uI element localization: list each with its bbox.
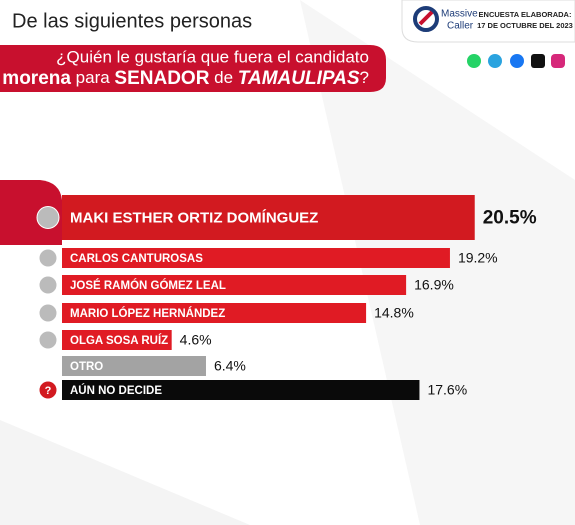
value-label: 4.6% [180,332,212,348]
avatar [38,330,58,350]
question: ¿Quién le gustaría que fuera el candidat… [56,47,369,66]
bar [84,330,172,350]
logo [418,10,434,26]
whatsapp-icon[interactable] [467,54,481,68]
avatar-icon: ? [45,385,52,397]
avatar [38,380,58,400]
question: de morena para SENADOR de TAMAULIPAS? [0,68,369,89]
question-part: morena [2,68,71,89]
bar-cap [62,195,84,240]
bar-cap [62,330,84,350]
bg-shape [0,420,250,525]
bar-cap [62,380,84,400]
bar [84,303,367,323]
survey-label: ENCUESTA ELABORADA: [479,10,572,19]
question-part: de [0,68,2,87]
telegram-icon[interactable] [488,54,502,68]
logo [413,6,439,32]
category-label: MARIO LÓPEZ HERNÁNDEZ [70,307,225,320]
brand-box [401,0,575,43]
value-label: 6.4% [214,358,246,374]
bar [84,275,407,295]
title: De las siguientes personas [12,10,252,32]
survey-date: 17 DE OCTUBRE DEL 2023 [477,21,573,30]
bar-cap [62,303,84,323]
x-icon[interactable] [531,54,545,68]
bar-cap [62,248,84,268]
category-label: OTRO [70,361,103,373]
value-label: 19.2% [458,250,498,266]
value-label: 20.5% [483,208,537,229]
avatar [38,303,58,323]
category-label: CARLOS CANTUROSAS [70,253,203,265]
brand: Massive [441,9,478,20]
category-label: MAKI ESTHER ORTIZ DOMÍNGUEZ [70,209,318,226]
bar-cap [62,356,84,376]
brand: Caller [447,21,474,32]
category-label: AÚN NO DECIDE [70,384,162,397]
bar-cap [62,275,84,295]
category-label: JOSÉ RAMÓN GÓMEZ LEAL [70,279,226,292]
avatar [38,356,58,376]
bar [84,195,475,240]
question-part: de [209,68,237,87]
chart: MAKI ESTHER ORTIZ DOMÍNGUEZ 20.5% CARLOS C… [36,195,537,400]
avatar [38,248,58,268]
bar [84,356,206,376]
instagram-icon[interactable] [551,54,565,68]
bar [84,248,450,268]
question-part: TAMAULIPAS [238,68,360,89]
question-part: ? [360,68,369,87]
bar [84,380,420,400]
value-label: 17.6% [427,382,467,398]
question-banner [0,45,386,92]
question-part: para [71,68,114,87]
social-icons [467,54,565,68]
avatar [38,275,58,295]
facebook-icon[interactable] [510,54,524,68]
value-label: 16.9% [414,277,454,293]
category-label: OLGA SOSA RUÍZ [70,334,168,347]
avatar [36,206,60,229]
question-part: SENADOR [114,68,209,89]
value-label: 14.8% [374,305,414,321]
